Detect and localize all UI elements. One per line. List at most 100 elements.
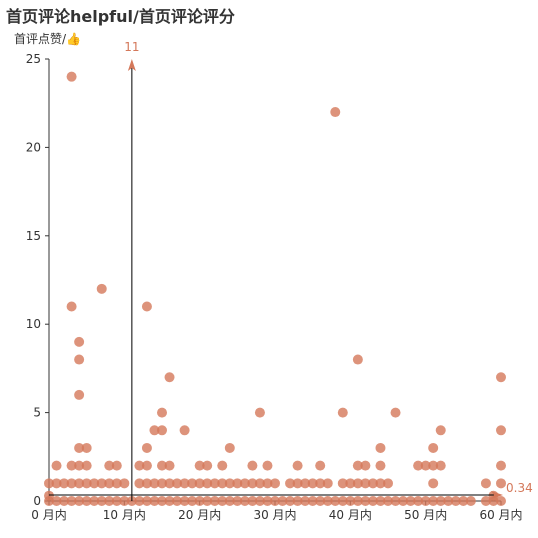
data-point — [134, 496, 145, 506]
data-point — [480, 478, 491, 489]
data-point — [81, 442, 92, 453]
y-tick-label: 15 — [26, 229, 41, 243]
y-tick-label: 5 — [33, 406, 41, 420]
data-point — [345, 496, 356, 506]
data-point — [217, 496, 228, 506]
data-point — [232, 478, 243, 489]
data-point — [322, 496, 333, 506]
data-point — [179, 478, 190, 489]
data-point — [330, 107, 341, 118]
data-point — [458, 496, 469, 506]
data-point — [254, 496, 265, 506]
x-tick-label: 30 月内 — [253, 508, 296, 522]
data-point — [352, 478, 363, 489]
data-point — [74, 460, 85, 471]
data-point — [111, 478, 122, 489]
data-point — [89, 478, 100, 489]
data-point — [239, 496, 250, 506]
data-point — [315, 478, 326, 489]
data-point — [217, 478, 228, 489]
data-point — [262, 478, 273, 489]
data-point — [496, 478, 506, 489]
data-point — [74, 478, 85, 489]
x-tick-label: 40 月内 — [329, 508, 372, 522]
data-point — [81, 460, 92, 471]
data-point — [96, 478, 107, 489]
data-point — [157, 407, 167, 418]
data-point — [270, 478, 280, 489]
data-point — [104, 496, 115, 506]
data-point — [89, 496, 100, 506]
data-point — [217, 460, 228, 471]
data-point — [44, 490, 54, 501]
mark-line-arrow — [127, 59, 136, 71]
data-point — [496, 372, 506, 383]
data-point — [164, 460, 175, 471]
data-point — [224, 496, 235, 506]
y-tick-label: 20 — [26, 140, 41, 154]
data-point — [164, 496, 175, 506]
data-point — [270, 496, 280, 506]
data-point — [202, 496, 213, 506]
data-point — [398, 496, 409, 506]
x-tick-label: 20 月内 — [178, 508, 221, 522]
data-point — [119, 478, 130, 489]
data-point — [247, 460, 258, 471]
data-point — [172, 496, 183, 506]
data-point — [232, 496, 243, 506]
data-point — [157, 478, 167, 489]
data-point — [157, 460, 167, 471]
data-point — [74, 336, 85, 347]
data-point — [141, 301, 152, 312]
data-point — [390, 496, 401, 506]
data-point — [59, 478, 70, 489]
data-point — [74, 354, 85, 365]
data-point — [44, 478, 54, 489]
data-point — [224, 478, 235, 489]
data-point — [315, 496, 326, 506]
data-point — [345, 478, 356, 489]
data-point — [443, 496, 454, 506]
data-point — [292, 460, 303, 471]
mark-lines: 110.34 — [49, 40, 533, 501]
data-point — [300, 478, 311, 489]
data-point — [81, 478, 92, 489]
data-point — [300, 496, 311, 506]
data-point — [202, 478, 213, 489]
data-point — [149, 425, 160, 436]
data-point — [149, 496, 160, 506]
data-point — [202, 460, 213, 471]
data-point — [66, 301, 77, 312]
data-point — [292, 496, 303, 506]
data-point — [480, 496, 491, 506]
data-point — [66, 71, 77, 82]
data-point — [352, 496, 363, 506]
data-point — [360, 478, 371, 489]
data-point — [450, 496, 461, 506]
data-point — [247, 478, 258, 489]
data-point — [209, 496, 220, 506]
data-point — [367, 496, 378, 506]
data-point — [496, 425, 506, 436]
data-point — [141, 442, 152, 453]
y-tick-label: 0 — [33, 494, 41, 508]
data-point — [352, 460, 363, 471]
x-tick-label: 10 月内 — [103, 508, 146, 522]
data-point — [375, 496, 386, 506]
data-point — [194, 496, 205, 506]
data-point — [428, 442, 439, 453]
data-point — [96, 496, 107, 506]
data-point — [322, 478, 333, 489]
data-point — [383, 478, 393, 489]
data-point — [111, 460, 122, 471]
data-point — [104, 460, 115, 471]
data-point — [187, 478, 198, 489]
data-point — [262, 496, 273, 506]
data-point — [179, 425, 190, 436]
data-point — [292, 478, 303, 489]
data-point — [141, 460, 152, 471]
data-point — [134, 478, 145, 489]
data-point — [172, 478, 183, 489]
chart-title: 首页评论helpful/首页评论评分 — [6, 7, 235, 26]
data-point — [337, 407, 348, 418]
